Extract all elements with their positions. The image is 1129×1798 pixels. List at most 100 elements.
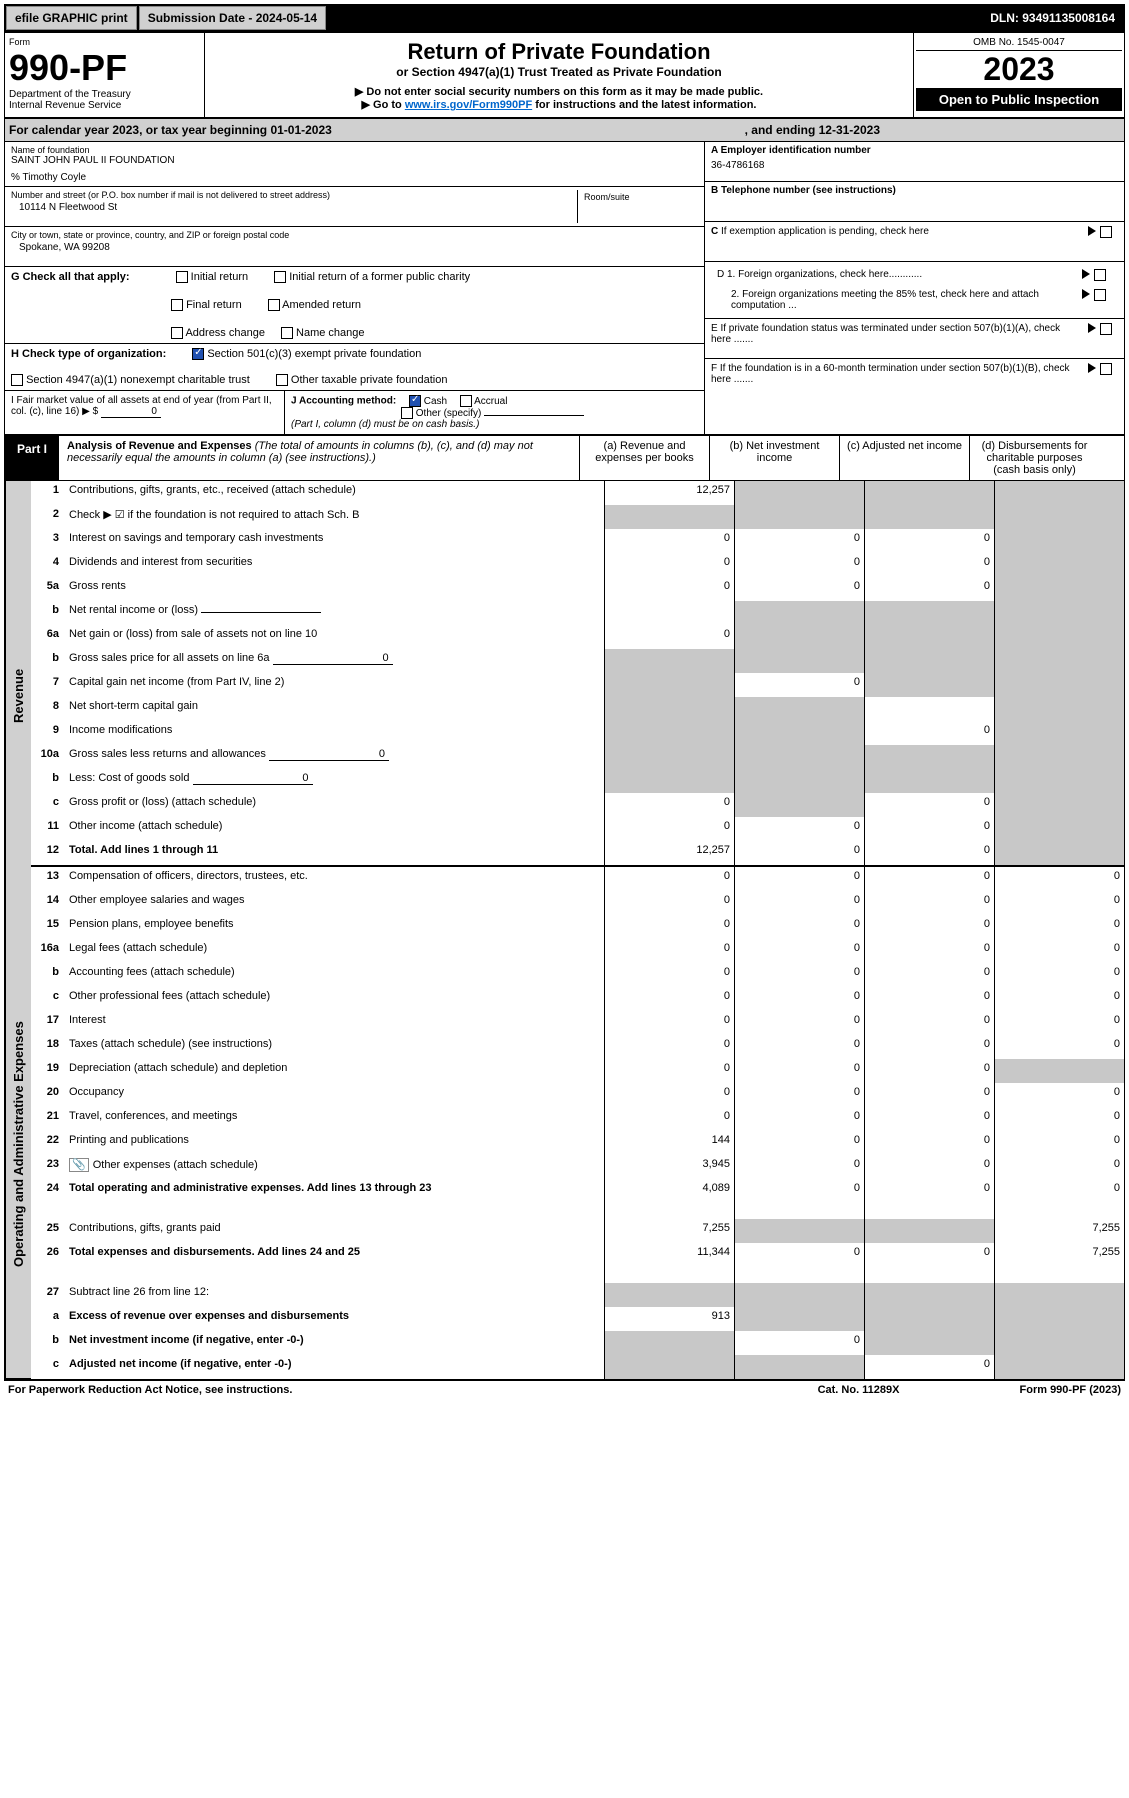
ein-label: A Employer identification number <box>711 145 871 156</box>
col-c-value <box>864 1283 994 1307</box>
table-row: bGross sales price for all assets on lin… <box>31 649 1124 673</box>
chk-d2[interactable] <box>1094 289 1106 301</box>
col-d-value: 0 <box>994 1011 1124 1035</box>
chk-initial[interactable] <box>176 271 188 283</box>
col-b-value <box>734 1283 864 1307</box>
line-description: Net short-term capital gain <box>65 697 604 721</box>
attachment-icon[interactable]: 📎 <box>69 1158 89 1172</box>
col-a-value: 0 <box>604 1107 734 1131</box>
submission-date: Submission Date - 2024-05-14 <box>139 6 326 30</box>
col-c-header: (c) Adjusted net income <box>839 436 969 480</box>
col-a-value: 0 <box>604 963 734 987</box>
col-b-value: 0 <box>734 529 864 553</box>
dln-label: DLN: 93491135008164 <box>982 7 1123 29</box>
table-row: 26Total expenses and disbursements. Add … <box>31 1243 1124 1283</box>
f-label: F If the foundation is in a 60-month ter… <box>711 363 1070 385</box>
table-row: bNet investment income (if negative, ent… <box>31 1331 1124 1355</box>
ij-row: I Fair market value of all assets at end… <box>5 391 704 434</box>
part1-tag: Part I <box>5 436 59 480</box>
chk-d1[interactable] <box>1094 269 1106 281</box>
col-b-value <box>734 697 864 721</box>
table-row: 19Depreciation (attach schedule) and dep… <box>31 1059 1124 1083</box>
line-description: Income modifications <box>65 721 604 745</box>
col-b-value <box>734 1355 864 1379</box>
col-c-value <box>864 673 994 697</box>
col-b-value: 0 <box>734 841 864 865</box>
col-a-value <box>604 1355 734 1379</box>
footer-mid: Cat. No. 11289X <box>818 1384 900 1396</box>
col-d-value <box>994 1355 1124 1379</box>
line-number: b <box>31 963 65 987</box>
chk-other-method[interactable] <box>401 407 413 419</box>
col-d-value: 0 <box>994 915 1124 939</box>
col-a-value: 7,255 <box>604 1219 734 1243</box>
line-number: 13 <box>31 867 65 891</box>
page-footer: For Paperwork Reduction Act Notice, see … <box>4 1380 1125 1399</box>
chk-e[interactable] <box>1100 323 1112 335</box>
col-a-value: 913 <box>604 1307 734 1331</box>
col-d-header: (d) Disbursements for charitable purpose… <box>969 436 1099 480</box>
ein-value: 36-4786168 <box>711 156 1118 171</box>
chk-address[interactable] <box>171 327 183 339</box>
line-number: 19 <box>31 1059 65 1083</box>
line-description: Other professional fees (attach schedule… <box>65 987 604 1011</box>
line-number: 26 <box>31 1243 65 1283</box>
arrow-icon <box>1082 289 1090 299</box>
table-row: aExcess of revenue over expenses and dis… <box>31 1307 1124 1331</box>
chk-c[interactable] <box>1100 226 1112 238</box>
col-b-value: 0 <box>734 1243 864 1283</box>
form-label: Form <box>9 37 200 47</box>
col-d-value: 0 <box>994 963 1124 987</box>
chk-f[interactable] <box>1100 363 1112 375</box>
table-row: 15Pension plans, employee benefits0000 <box>31 915 1124 939</box>
form-title-row: Form 990-PF Department of the Treasury I… <box>4 32 1125 118</box>
col-c-value: 0 <box>864 1243 994 1283</box>
chk-final[interactable] <box>171 299 183 311</box>
line-number: 20 <box>31 1083 65 1107</box>
table-row: 21Travel, conferences, and meetings0000 <box>31 1107 1124 1131</box>
col-b-value: 0 <box>734 987 864 1011</box>
omb-number: OMB No. 1545-0047 <box>916 35 1122 51</box>
chk-501c3[interactable] <box>192 348 204 360</box>
col-c-value <box>864 769 994 793</box>
col-b-value: 0 <box>734 1035 864 1059</box>
efile-button[interactable]: efile GRAPHIC print <box>6 6 137 30</box>
chk-cash[interactable] <box>409 395 421 407</box>
col-c-value <box>864 1331 994 1355</box>
col-b-value: 0 <box>734 553 864 577</box>
chk-initial-former[interactable] <box>274 271 286 283</box>
col-c-value: 0 <box>864 577 994 601</box>
col-b-value <box>734 769 864 793</box>
chk-amended[interactable] <box>268 299 280 311</box>
line-number: 6a <box>31 625 65 649</box>
chk-accrual[interactable] <box>460 395 472 407</box>
col-b-value <box>734 1219 864 1243</box>
col-a-value: 0 <box>604 1035 734 1059</box>
line-number: c <box>31 1355 65 1379</box>
col-a-value <box>604 1283 734 1307</box>
chk-name[interactable] <box>281 327 293 339</box>
col-a-value: 12,257 <box>604 481 734 505</box>
col-b-value <box>734 601 864 625</box>
line-description: Travel, conferences, and meetings <box>65 1107 604 1131</box>
form-link[interactable]: www.irs.gov/Form990PF <box>405 99 532 111</box>
line-number: 9 <box>31 721 65 745</box>
arrow-icon <box>1088 323 1096 333</box>
footer-left: For Paperwork Reduction Act Notice, see … <box>8 1384 292 1396</box>
e-label: E If private foundation status was termi… <box>711 323 1060 345</box>
line-description: Compensation of officers, directors, tru… <box>65 867 604 891</box>
col-c-value: 0 <box>864 891 994 915</box>
chk-4947[interactable] <box>11 374 23 386</box>
line-description: Net gain or (loss) from sale of assets n… <box>65 625 604 649</box>
chk-other-tax[interactable] <box>276 374 288 386</box>
col-b-value <box>734 649 864 673</box>
col-c-value: 0 <box>864 939 994 963</box>
col-a-value: 4,089 <box>604 1179 734 1219</box>
col-d-value <box>994 1059 1124 1083</box>
col-c-value: 0 <box>864 1059 994 1083</box>
line-number: 2 <box>31 505 65 529</box>
table-row: cGross profit or (loss) (attach schedule… <box>31 793 1124 817</box>
col-b-value: 0 <box>734 817 864 841</box>
line-description: Pension plans, employee benefits <box>65 915 604 939</box>
table-row: cOther professional fees (attach schedul… <box>31 987 1124 1011</box>
